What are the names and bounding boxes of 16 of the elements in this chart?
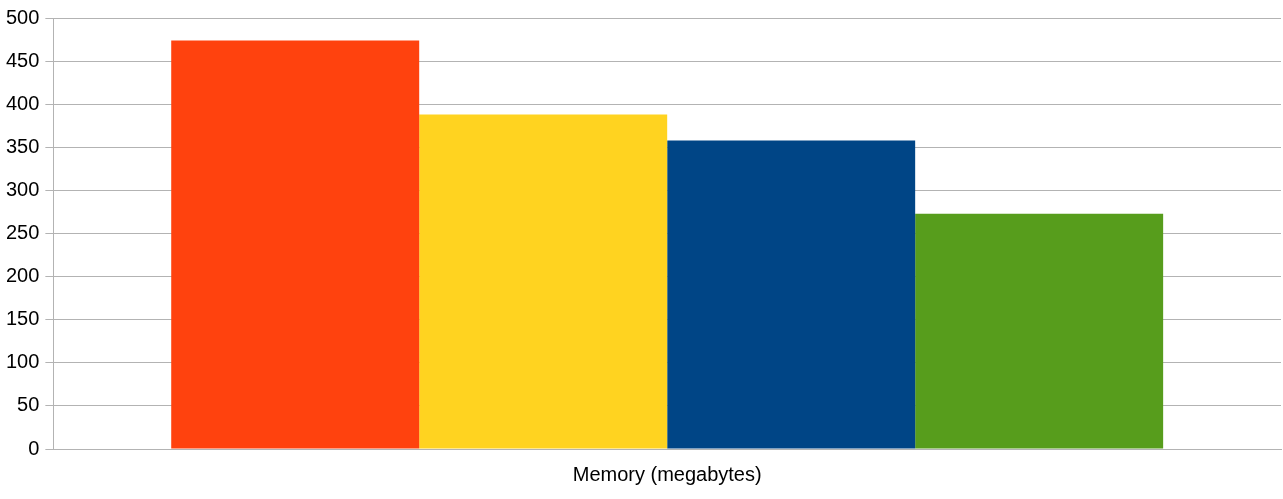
x-tick-label: Memory (megabytes)	[572, 462, 762, 485]
y-tick-label: 500	[5, 5, 40, 28]
y-tick-label: 350	[5, 134, 40, 157]
y-tick-label: 300	[5, 177, 40, 200]
y-tick-label: 50	[17, 393, 40, 416]
y-tick-label: 0	[28, 436, 40, 459]
y-tick-label: 150	[5, 307, 40, 330]
bar	[171, 40, 420, 449]
bar	[419, 114, 668, 449]
y-tick-label: 450	[5, 48, 40, 71]
y-tick-label: 400	[5, 91, 40, 114]
bar	[667, 140, 916, 449]
y-tick-label: 100	[5, 350, 40, 373]
y-tick-label: 250	[5, 221, 40, 244]
y-tick-label: 200	[5, 264, 40, 287]
bar	[915, 213, 1164, 449]
